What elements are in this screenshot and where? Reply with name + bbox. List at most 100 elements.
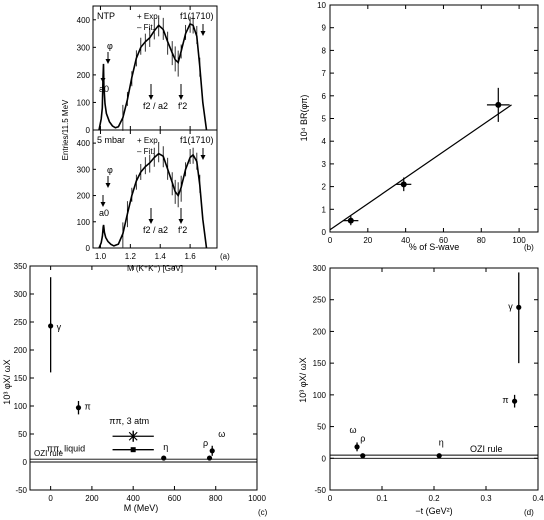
- y-tick-label: 6: [322, 92, 327, 101]
- x-tick-label: 1.4: [155, 252, 167, 261]
- x-tick-label: 0.3: [480, 494, 492, 503]
- point-label: π: [502, 395, 508, 405]
- phi-arrow-head: [105, 59, 111, 64]
- point-label: ω: [350, 425, 357, 435]
- y-tick-label: 50: [317, 423, 326, 432]
- data-point: [400, 181, 407, 188]
- x-tick-label: 0.2: [428, 494, 440, 503]
- y-tick-label: 0: [322, 228, 327, 237]
- y-tick-label: 100: [77, 218, 91, 227]
- x-tick-label: 1.0: [95, 252, 107, 261]
- data-point: [360, 453, 366, 459]
- panel-d-xlabel: −t (GeV²): [415, 506, 452, 516]
- a0-label: a0: [99, 208, 109, 218]
- y-tick-label: 100: [313, 391, 327, 400]
- y-tick-label: 50: [18, 430, 27, 439]
- f2-a2-label: f2 / a2: [143, 225, 168, 235]
- point-label: ω: [218, 429, 225, 439]
- y-tick-label: 100: [77, 98, 91, 107]
- point-label: ρ: [360, 434, 365, 444]
- x-tick-label: 600: [168, 494, 182, 503]
- fit-curve: [98, 22, 208, 131]
- x-tick-label: 200: [85, 494, 99, 503]
- y-tick-label: 3: [322, 160, 327, 169]
- point-label: π: [84, 402, 90, 412]
- phi-label: φ: [107, 165, 113, 175]
- panel-b-xlabel: % of S-wave: [409, 242, 460, 252]
- panel-d-tag: (d): [524, 508, 534, 517]
- panel-a-tag: (a): [220, 252, 230, 261]
- y-tick-label: 250: [14, 318, 28, 327]
- x-tick-label: 0: [328, 494, 333, 503]
- x-tick-label: 1.2: [125, 252, 137, 261]
- panel-b-frame: [329, 4, 539, 233]
- data-point: [516, 304, 522, 310]
- y-tick-label: 200: [77, 192, 91, 201]
- f2prime-arrow-head: [178, 95, 184, 100]
- point-label: ππ, 3 atm: [109, 416, 149, 426]
- x-tick-label: 0.4: [532, 494, 544, 503]
- panel-a-ylabel: Entries/11.5 MeV: [61, 99, 70, 160]
- x-tick-label: 20: [363, 236, 372, 245]
- subplot-name: 5 mbar: [97, 135, 125, 145]
- x-tick-label: 0.1: [376, 494, 388, 503]
- panel-a-frame: [92, 5, 218, 249]
- y-tick-label: 5: [322, 115, 327, 124]
- y-tick-label: 300: [77, 43, 91, 52]
- y-tick-label: 9: [322, 24, 327, 33]
- y-tick-label: 10: [317, 1, 326, 10]
- panel-b-ylabel: 10⁴ BR(φπ): [299, 95, 309, 142]
- x-tick-label: 40: [401, 236, 410, 245]
- y-tick-label: 200: [14, 346, 28, 355]
- y-tick-label: 0: [23, 458, 28, 467]
- phi-arrow-head: [105, 183, 111, 188]
- phi-label: φ: [107, 41, 113, 51]
- a0-arrow-head: [100, 202, 106, 207]
- f2prime-label: f′2: [178, 225, 187, 235]
- legend-exp: + Exp.: [137, 136, 160, 145]
- f2-arrow-head: [148, 95, 154, 100]
- data-point: [209, 448, 215, 454]
- y-tick-label: 150: [14, 374, 28, 383]
- data-point: [206, 455, 213, 461]
- y-tick-label: 300: [313, 264, 327, 273]
- y-tick-label: 0: [86, 244, 91, 253]
- square-marker: [130, 447, 136, 453]
- x-tick-label: 60: [439, 236, 448, 245]
- y-tick-label: 1: [322, 205, 327, 214]
- y-tick-label: 4: [322, 137, 327, 146]
- y-tick-label: 200: [77, 71, 91, 80]
- x-tick-label: 0: [328, 236, 333, 245]
- y-tick-label: 7: [322, 69, 327, 78]
- y-tick-label: 400: [77, 139, 91, 148]
- point-label: ρ: [203, 438, 208, 448]
- x-tick-label: 400: [127, 494, 141, 503]
- f2prime-arrow-head: [178, 219, 184, 224]
- fit-line: [329, 104, 512, 231]
- y-tick-label: 2: [322, 183, 327, 192]
- legend-fit: – Fit.: [137, 147, 155, 156]
- f2-a2-label: f2 / a2: [143, 101, 168, 111]
- x-tick-label: 1.6: [185, 252, 197, 261]
- y-tick-label: 300: [77, 165, 91, 174]
- y-tick-label: 400: [77, 16, 91, 25]
- panel-a-xlabel: M (K⁺K⁻) [GeV]: [127, 264, 183, 273]
- data-point: [436, 453, 442, 459]
- data-point: [48, 323, 54, 329]
- y-tick-label: 150: [313, 359, 327, 368]
- a0-label: a0: [99, 84, 109, 94]
- y-tick-label: 350: [14, 262, 28, 271]
- legend-exp: + Exp.: [137, 12, 160, 21]
- f1-arrow-head: [200, 31, 206, 36]
- y-tick-label: 0: [322, 454, 327, 463]
- y-tick-label: 200: [313, 327, 327, 336]
- data-point: [354, 444, 360, 450]
- y-tick-label: 100: [14, 402, 28, 411]
- x-tick-label: 1000: [248, 494, 266, 503]
- y-tick-label: -50: [15, 486, 27, 495]
- x-tick-label: 800: [209, 494, 223, 503]
- data-point: [161, 455, 167, 461]
- y-tick-label: 250: [313, 296, 327, 305]
- subplot-name: NTP: [97, 11, 115, 21]
